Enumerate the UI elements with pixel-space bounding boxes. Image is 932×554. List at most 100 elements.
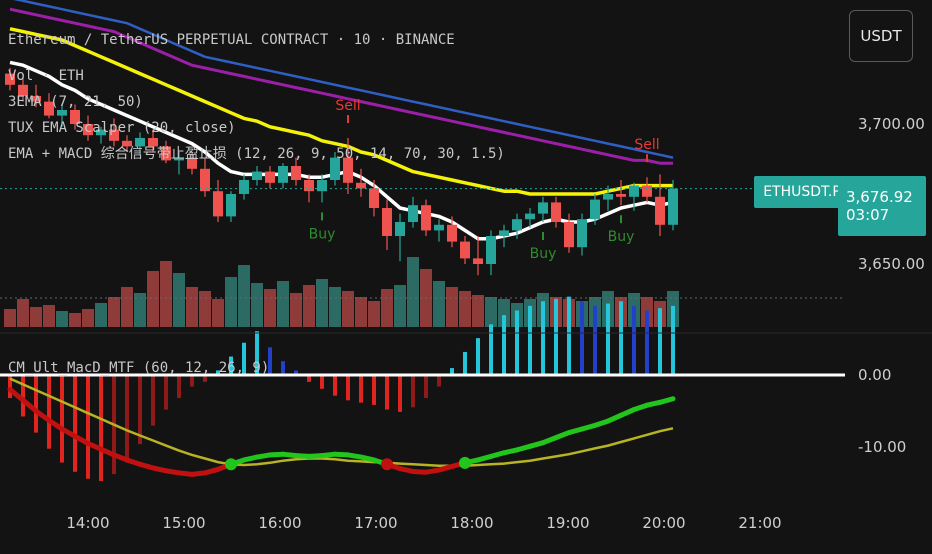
macd-histogram-bar [177, 375, 181, 399]
ema-white-line [9, 60, 674, 241]
macd-histogram-bar [60, 375, 64, 463]
volume-bar [342, 291, 354, 327]
candle-body [603, 194, 613, 200]
time-axis-tick-label: 21:00 [738, 514, 781, 532]
macd-cross-dot [459, 456, 471, 469]
candle-body [408, 205, 418, 222]
candle-body [174, 157, 184, 161]
macd-axis-tick-label: 0.00 [858, 366, 891, 384]
signals-layer: Sell Buy Buy Buy Sell [309, 98, 660, 262]
symbol-tag-label: ETHUSDT.P [763, 184, 841, 200]
macd-histogram-bar [645, 310, 649, 375]
sell-signal-label: Sell [634, 137, 659, 153]
macd-histogram-bar [411, 375, 415, 408]
macd-histogram-bar [73, 375, 77, 472]
time-axis-tick-label: 20:00 [642, 514, 685, 532]
candle-body [668, 188, 678, 225]
candle-body [590, 199, 600, 220]
candle-body [18, 84, 28, 96]
time-axis-tick-label: 17:00 [354, 514, 397, 532]
macd-histogram-bar [619, 301, 623, 375]
candle-body [473, 258, 483, 264]
ema-layer [9, 0, 674, 241]
volume-bar [82, 309, 94, 327]
buy-signal-label: Buy [608, 229, 635, 245]
volume-bar [30, 307, 42, 327]
time-axis-tick-label: 15:00 [162, 514, 205, 532]
macd-histogram-bar [398, 375, 402, 412]
volume-bar [303, 285, 315, 327]
macd-histogram-bar [372, 375, 376, 405]
candle-body [551, 202, 561, 222]
macd-histogram-bar [515, 310, 519, 375]
candle-body [616, 194, 626, 197]
price-countdown-tag: 3,676.92 03:07 [838, 176, 926, 236]
macd-histogram-bar [671, 305, 675, 375]
indicator-legend-label: Vol · ETH [8, 68, 84, 84]
macd-cross-dot [381, 458, 393, 471]
candle-body [421, 205, 431, 231]
volume-bar [290, 293, 302, 327]
volume-bar [316, 279, 328, 327]
macd-histogram-bar [632, 305, 636, 375]
macd-signal-line [9, 377, 674, 467]
volume-bar [199, 291, 211, 327]
macd-histogram-bar [489, 324, 493, 375]
volume-bar [433, 281, 445, 327]
candle-body [486, 236, 496, 264]
macd-histogram-bar [450, 368, 454, 375]
candle-body [122, 140, 132, 147]
macd-histogram-bar [593, 305, 597, 375]
volume-bar [472, 295, 484, 327]
macd-histogram-bar [437, 375, 441, 387]
volume-bar [147, 271, 159, 327]
candle-body [213, 191, 223, 217]
volume-bar [394, 285, 406, 327]
macd-histogram-bar [203, 375, 207, 382]
candle-body [460, 241, 470, 259]
candle-body [291, 166, 301, 180]
volume-bar [446, 287, 458, 327]
macd-histogram-bar [138, 375, 142, 445]
axes-layer: 3,700.00 3,650.00 0.00 -10.00 14:00 15:00 16:0… [0, 115, 932, 532]
macd-cross-dot [225, 458, 237, 471]
macd-panel-label: CM_Ult_MacD_MTF (60, 12, 26, 9) [8, 360, 269, 376]
candle-body [239, 180, 249, 194]
candles-layer [5, 68, 678, 276]
volume-bar [459, 291, 471, 327]
macd-histogram-bar [476, 338, 480, 375]
candle-body [330, 157, 340, 180]
buy-signal-label: Buy [530, 246, 557, 262]
volume-bar [212, 299, 224, 327]
volume-bar [173, 273, 185, 327]
sell-signal-label: Sell [335, 98, 360, 114]
volume-bar [108, 297, 120, 327]
macd-histogram-bar [541, 301, 545, 375]
macd-histogram-bar [99, 375, 103, 481]
candle-body [499, 230, 509, 236]
volume-bar [368, 301, 380, 327]
indicator-legend-label: EMA + MACD 综合信号带止盈止损 (12, 26, 9, 50, 14,… [8, 146, 505, 162]
macd-histogram-bar [21, 375, 25, 417]
candle-body [525, 213, 535, 220]
volume-bar [251, 283, 263, 327]
candle-body [70, 110, 80, 124]
macd-histogram-bar [320, 375, 324, 389]
macd-histogram-bar [528, 305, 532, 375]
macd-histogram-bar [34, 375, 38, 433]
candle-body [252, 171, 262, 180]
macd-histogram-bar [307, 375, 311, 382]
volume-bar [381, 289, 393, 327]
volume-bar [186, 287, 198, 327]
last-price-tag: ETHUSDT.P [754, 176, 850, 208]
macd-axis-tick-label: -10.00 [858, 438, 906, 456]
macd-histogram-bar [385, 375, 389, 410]
volume-layer [4, 257, 679, 327]
macd-histogram-bar [294, 370, 298, 375]
candle-body [109, 129, 119, 141]
volume-bar [329, 287, 341, 327]
volume-bar [43, 305, 55, 327]
currency-button[interactable]: USDT [849, 10, 913, 62]
